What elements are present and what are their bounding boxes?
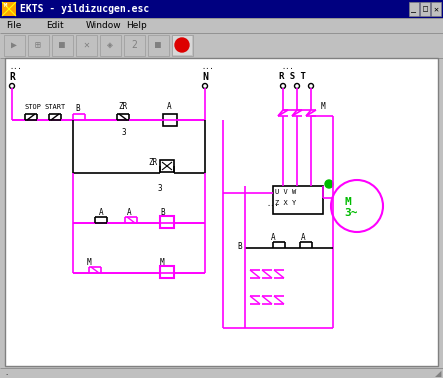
Text: A: A <box>99 208 104 217</box>
Bar <box>76 35 97 56</box>
Text: ✕: ✕ <box>434 5 439 14</box>
Text: ◈: ◈ <box>107 40 113 50</box>
Text: B: B <box>75 104 80 113</box>
Text: ⊞: ⊞ <box>35 40 41 50</box>
Text: A: A <box>127 208 132 217</box>
Circle shape <box>175 38 189 52</box>
Bar <box>5 58 438 366</box>
Text: Help: Help <box>126 20 147 29</box>
Text: N: N <box>202 72 208 82</box>
Bar <box>409 2 419 16</box>
Bar <box>160 160 174 172</box>
Text: ...: ... <box>281 64 294 70</box>
Bar <box>163 114 177 126</box>
Bar <box>2 2 16 16</box>
Bar <box>0 33 443 58</box>
Text: B: B <box>160 208 165 217</box>
Text: M: M <box>87 258 92 267</box>
Text: 3: 3 <box>158 184 163 193</box>
Text: ZR: ZR <box>148 158 157 167</box>
Bar <box>160 216 174 228</box>
Text: A: A <box>271 233 276 242</box>
Text: R: R <box>9 72 15 82</box>
Text: M: M <box>321 102 326 111</box>
Text: ...: ... <box>9 64 22 70</box>
Text: ■: ■ <box>59 40 65 50</box>
Text: Edit: Edit <box>46 20 64 29</box>
Text: R S T: R S T <box>279 72 306 81</box>
Text: START: START <box>45 104 66 110</box>
Text: 3: 3 <box>122 128 127 137</box>
Text: ✕: ✕ <box>83 40 89 50</box>
Bar <box>172 35 193 56</box>
Text: Window: Window <box>86 20 122 29</box>
Bar <box>148 35 169 56</box>
Bar <box>160 266 174 278</box>
Bar <box>0 0 443 18</box>
Bar <box>4 35 25 56</box>
Text: A: A <box>301 233 306 242</box>
Text: A: A <box>167 102 171 111</box>
Text: □: □ <box>423 5 427 14</box>
Text: M: M <box>345 197 352 207</box>
Text: .: . <box>5 370 7 376</box>
Text: File: File <box>6 20 21 29</box>
Text: M: M <box>160 258 165 267</box>
Text: ...: ... <box>266 201 279 207</box>
Text: STOP: STOP <box>25 104 42 110</box>
Text: ...: ... <box>201 64 214 70</box>
Text: _: _ <box>412 5 416 14</box>
Circle shape <box>331 180 383 232</box>
Text: M: M <box>4 3 7 8</box>
Bar <box>431 2 441 16</box>
Bar <box>173 36 192 55</box>
Bar <box>0 18 443 33</box>
Text: 3~: 3~ <box>344 208 358 218</box>
Bar <box>100 35 121 56</box>
Bar <box>28 35 49 56</box>
Bar <box>124 35 145 56</box>
Text: ▶: ▶ <box>11 40 17 50</box>
Text: B: B <box>237 242 241 251</box>
Text: EKTS - yildizucgen.esc: EKTS - yildizucgen.esc <box>20 4 149 14</box>
Text: Z X Y: Z X Y <box>275 200 296 206</box>
Text: ■: ■ <box>155 40 161 50</box>
Text: 2: 2 <box>131 40 137 50</box>
Text: ZR: ZR <box>118 102 127 111</box>
Bar <box>0 368 443 378</box>
Bar <box>273 186 323 214</box>
Text: ◢: ◢ <box>435 370 441 378</box>
Bar <box>420 2 430 16</box>
Text: U V W: U V W <box>275 189 296 195</box>
Circle shape <box>325 180 333 188</box>
Bar <box>52 35 73 56</box>
